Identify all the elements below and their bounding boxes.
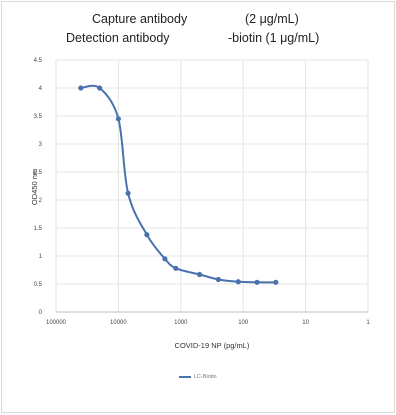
data-point xyxy=(115,116,121,122)
y-axis-label: OD450 nm xyxy=(30,169,39,205)
data-point xyxy=(254,279,260,285)
data-point xyxy=(173,265,179,271)
legend-label: LC-Biotin xyxy=(194,374,217,380)
legend-swatch xyxy=(179,375,191,378)
data-point xyxy=(215,276,221,283)
title-detection-label: Detection antibody xyxy=(66,31,170,45)
x-tick-label: 1000 xyxy=(174,320,188,326)
grid-layer xyxy=(55,59,369,312)
y-tick-label: 4 xyxy=(39,86,43,92)
title-capture-label: Capture antibody xyxy=(92,12,188,26)
x-tick-label: 10000 xyxy=(110,320,127,326)
data-point xyxy=(273,279,279,285)
data-point xyxy=(162,256,168,262)
y-tick-label: 1.5 xyxy=(34,226,43,232)
data-point xyxy=(144,232,150,238)
y-tick-label: 2 xyxy=(39,198,43,204)
y-tick-label: 3.5 xyxy=(34,114,43,120)
x-axis-label: COVID-19 NP (pg/mL) xyxy=(175,341,250,350)
y-tick-label: 2.5 xyxy=(34,170,43,176)
y-tick-label: 3 xyxy=(39,142,43,148)
y-tick-label: 0.5 xyxy=(34,282,43,288)
tick-labels-layer: 0 0.5 1 1.5 2 2.5 3 3.5 4 4.5 100000 10000 1000 100 10… xyxy=(34,58,371,326)
y-tick-label: 0 xyxy=(39,310,43,316)
title-detection-value: -biotin (1 μg/mL) xyxy=(228,31,320,45)
x-tick-label: 1 xyxy=(366,320,370,326)
data-point xyxy=(125,190,131,196)
x-tick-label: 10 xyxy=(302,320,309,326)
x-tick-label: 100 xyxy=(238,320,249,326)
data-point xyxy=(78,85,84,91)
data-point xyxy=(196,271,203,278)
y-tick-label: 1 xyxy=(39,254,43,260)
x-tick-label: 100000 xyxy=(46,320,67,326)
legend: LC-Biotin xyxy=(179,374,217,380)
data-point xyxy=(97,85,103,91)
data-point xyxy=(235,279,241,285)
series-line-lc-biotin xyxy=(80,84,276,284)
y-tick-label: 4.5 xyxy=(34,58,43,64)
series-points-layer xyxy=(78,85,279,285)
title-capture-value: (2 μg/mL) xyxy=(245,12,299,26)
